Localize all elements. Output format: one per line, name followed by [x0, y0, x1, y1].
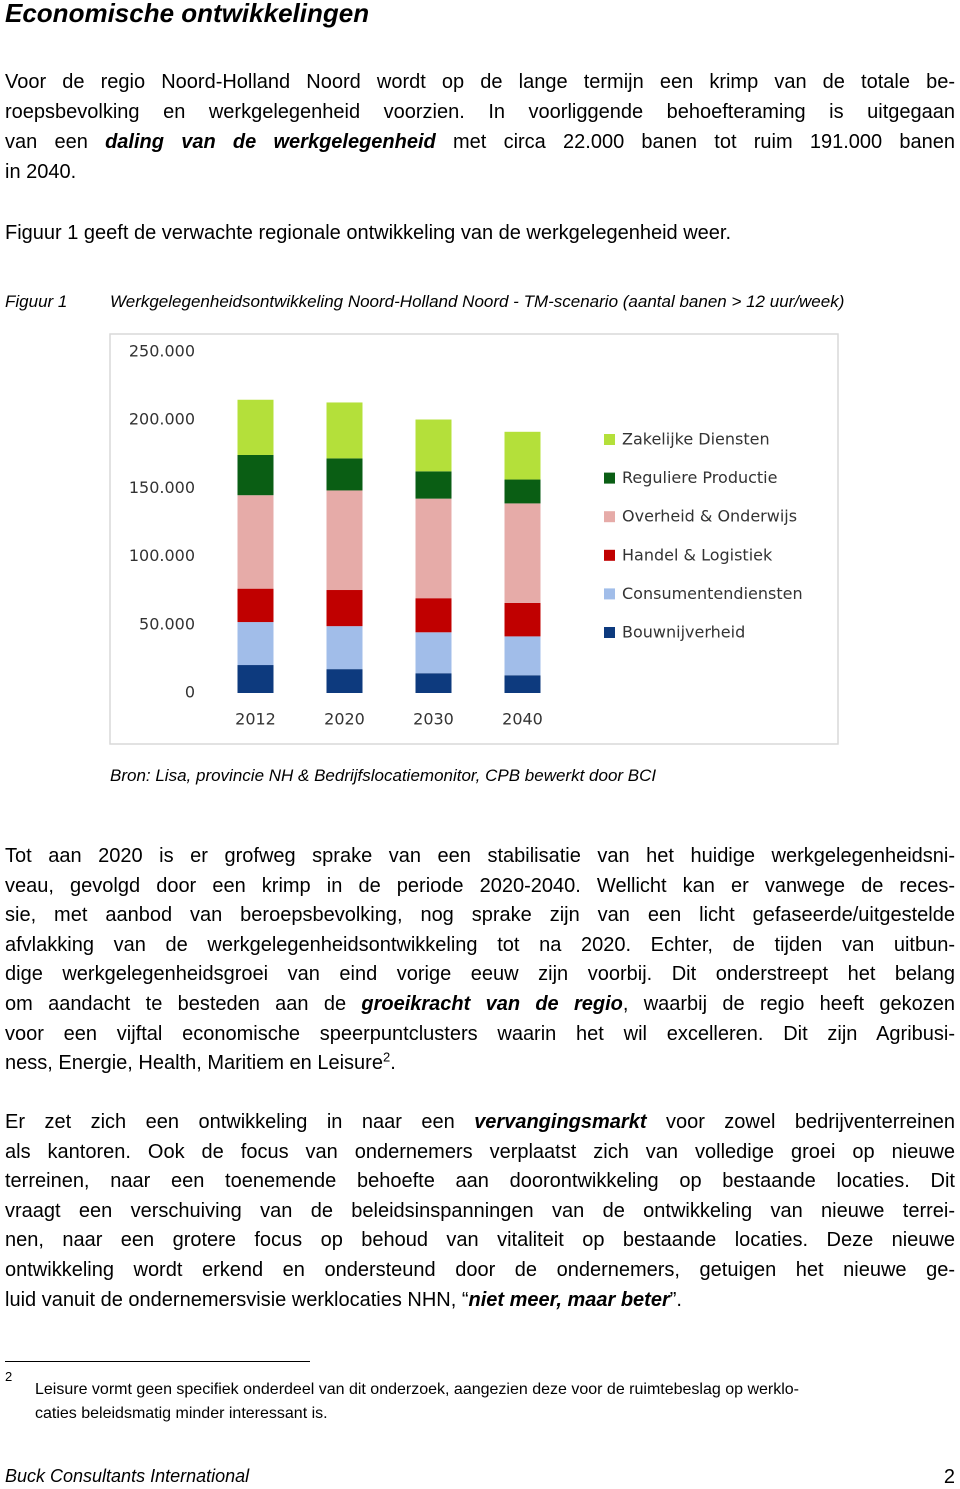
text: voor zowel bedrijventerreinen [646, 1111, 955, 1133]
text: . [390, 1052, 396, 1075]
bar-segment [237, 399, 274, 455]
text: van een [5, 131, 106, 153]
paragraph: Er zet zich een ontwikkeling in naar een… [5, 1108, 955, 1315]
paragraph: Figuur 1 geeft de verwachte regionale on… [5, 218, 955, 248]
legend-label: Reguliere Productie [622, 468, 777, 487]
bar-segment [237, 454, 274, 496]
text-line: Figuur 1 geeft de verwachte regionale on… [5, 222, 732, 244]
text-line: vraagt een verschuiving van de beleidsin… [5, 1199, 955, 1222]
emphasis: daling van de werkgelegenheid [105, 131, 436, 153]
bar-segment [237, 665, 274, 693]
legend-label: Handel & Logistiek [622, 545, 773, 564]
text-line: in 2040. [5, 161, 77, 183]
legend-swatch [604, 627, 615, 638]
footnote-mark: 2 [5, 1369, 13, 1384]
y-tick-label: 150.000 [129, 478, 195, 497]
y-tick-label: 200.000 [129, 410, 195, 429]
text-line: nen, naar een grotere focus op behoud va… [5, 1229, 955, 1252]
footnote-ref: 2 [382, 1049, 391, 1065]
text: met circa 22.000 banen tot ruim 191.000 … [435, 131, 956, 153]
text-line: om aandacht te besteden aan de groeikrac… [5, 990, 955, 1020]
chart: 0 50.000 100.000 150.000 200.000 250.000 2012 2… [109, 333, 839, 745]
bar-segment [326, 402, 363, 459]
chart-frame [109, 333, 839, 745]
text-line: roepsbevolking en werkgelegenheid voorzi… [5, 101, 955, 123]
bar-segment [415, 498, 452, 599]
text: om aandacht te besteden aan de [5, 992, 362, 1015]
bar-segment [415, 673, 452, 693]
legend-swatch [604, 549, 615, 561]
text: ”. [669, 1288, 682, 1311]
bar-segment [326, 669, 363, 693]
x-tick-label: 2012 [235, 710, 276, 729]
text-line: van een daling van de werkgelegenheid me… [5, 127, 955, 157]
bar-segment [326, 490, 363, 591]
bar-segment [237, 588, 274, 623]
text-line: als kantoren. Ook de focus van onderneme… [5, 1140, 955, 1163]
y-tick-label: 0 [185, 683, 195, 702]
bar-segment [326, 458, 363, 491]
legend-label: Zakelijke Diensten [622, 430, 770, 449]
text: , waarbij de regio heeft gekozen [622, 992, 956, 1015]
bar-segment [504, 636, 541, 676]
x-tick-label: 2040 [502, 710, 543, 729]
text-line: veau, gevolgd door een krimp in de perio… [5, 874, 955, 897]
footnote-line: caties beleidsmatig minder interessant i… [35, 1405, 328, 1422]
y-tick-label: 250.000 [129, 342, 195, 361]
text-line: voor een vijftal economische speerpuntcl… [5, 1022, 955, 1045]
text-line: Tot aan 2020 is er grofweg sprake van ee… [5, 845, 955, 867]
footnote: Leisure vormt geen specifiek onderdeel v… [35, 1378, 955, 1426]
text: ness, Energie, Health, Maritiem en Leisu… [5, 1052, 383, 1075]
text-line: luid vanuit de ondernemersvisie werkloca… [5, 1286, 955, 1316]
bar-segment [237, 495, 274, 589]
bar-segment [415, 598, 452, 633]
emphasis: niet meer, maar beter [468, 1288, 670, 1311]
legend-swatch [604, 434, 615, 445]
text: Er zet zich een ontwikkeling in naar een [5, 1111, 475, 1133]
legend-swatch [604, 472, 615, 484]
text-line: sie, met aanbod van beroepsbevolking, no… [5, 904, 955, 927]
bar-segment [326, 590, 363, 627]
bar-segment [504, 602, 541, 637]
bar-segment [504, 675, 541, 693]
legend-label: Consumentendiensten [622, 584, 803, 603]
page-number: 2 [943, 1466, 955, 1488]
text-line: ontwikkeling wordt erkend en ondersteund… [5, 1258, 955, 1281]
paragraph: Voor de regio Noord-Holland Noord wordt … [5, 67, 955, 187]
y-tick-label: 100.000 [129, 546, 195, 565]
heading: Economische ontwikkelingen [5, 0, 370, 28]
emphasis: vervangingsmarkt [474, 1111, 647, 1133]
footer-left: Buck Consultants International [5, 1466, 250, 1486]
bar-segment [415, 419, 452, 472]
text-line: afvlakking van de werkgelegenheidsontwik… [5, 933, 955, 956]
text-line: terreinen, naar een toenemende behoefte … [5, 1170, 955, 1193]
legend-swatch [604, 511, 615, 523]
text-line: Voor de regio Noord-Holland Noord wordt … [5, 71, 955, 93]
figure-caption: Werkgelegenheidsontwikkeling Noord-Holla… [110, 292, 845, 311]
footnote-line: Leisure vormt geen specifiek onderdeel v… [35, 1381, 800, 1398]
bar-segment [415, 632, 452, 674]
bar-segment [504, 431, 541, 480]
bar-segment [326, 626, 363, 670]
figure-source: Bron: Lisa, provincie NH & Bedrijfslocat… [110, 766, 657, 785]
legend-swatch [604, 588, 615, 600]
bar-segment [237, 622, 274, 666]
text: luid vanuit de ondernemersvisie werkloca… [5, 1288, 469, 1311]
figure-label: Figuur 1 [5, 292, 68, 311]
x-tick-label: 2030 [413, 710, 454, 729]
text-line: dige werkgelegenheidsgroei van eind vori… [5, 963, 955, 986]
bar-segment [504, 479, 541, 504]
text-line: ness, Energie, Health, Maritiem en Leisu… [5, 1049, 955, 1079]
y-tick-label: 50.000 [139, 614, 195, 633]
legend-label: Bouwnijverheid [622, 623, 745, 642]
text-line: Er zet zich een ontwikkeling in naar een… [5, 1108, 955, 1138]
bar-segment [415, 471, 452, 499]
bar-segment [504, 503, 541, 603]
x-tick-label: 2020 [324, 710, 365, 729]
emphasis: groeikracht van de regio [361, 992, 623, 1015]
paragraph: Tot aan 2020 is er grofweg sprake van ee… [5, 842, 955, 1079]
footnote-rule [5, 1361, 310, 1362]
legend-label: Overheid & Onderwijs [622, 507, 797, 526]
